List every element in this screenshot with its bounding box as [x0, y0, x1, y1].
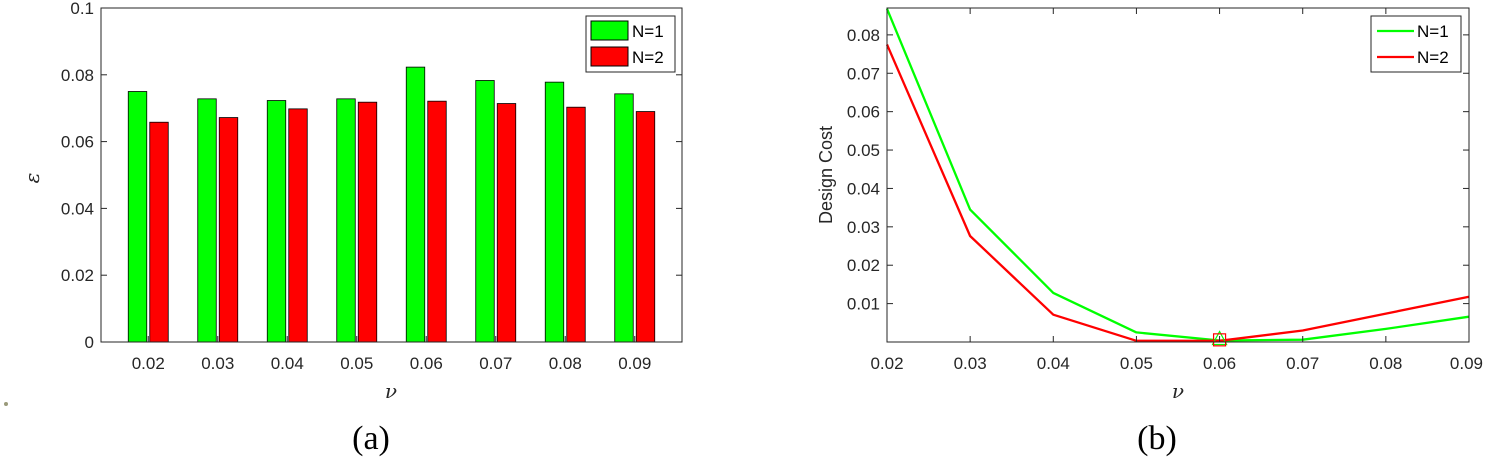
- x-tick-label-a-0.05: 0.05: [340, 354, 373, 373]
- panel-b-line-chart: 0.010.020.030.040.050.060.070.08 0.02 0.0…: [816, 7, 1483, 457]
- x-tick-label-b-0.06: 0.06: [1203, 354, 1236, 373]
- axes-box-b: [886, 7, 1470, 343]
- y-tick-label-a-0.1: 0.1: [70, 0, 94, 18]
- bar-n2-0.04: [288, 108, 308, 343]
- axes-a: [100, 7, 683, 343]
- bar-group: [127, 66, 656, 343]
- y-tick-label-a-0.08: 0.08: [61, 66, 94, 85]
- bar-n1-0.09: [614, 93, 634, 343]
- y-tick-label-b-0.06: 0.06: [847, 103, 880, 122]
- bar-n1-0.06: [405, 66, 426, 343]
- x-tick-label-a-0.07: 0.07: [479, 354, 512, 373]
- bar-n2-0.07: [496, 103, 517, 343]
- y-tick-label-b-0.02: 0.02: [847, 256, 880, 275]
- bar-n2-0.06: [427, 100, 447, 343]
- y-tick-label-a-0.02: 0.02: [61, 266, 94, 285]
- x-axis-label-a: ν: [385, 379, 397, 403]
- line-group: [885, 8, 1470, 347]
- legend-label-n1-b: N=1: [1417, 22, 1449, 41]
- bar-n2-0.05: [357, 101, 378, 343]
- bar-n1-0.02: [127, 91, 148, 343]
- legend-label-n2-b: N=2: [1417, 48, 1449, 67]
- legend-swatch-n2-a: [590, 46, 629, 67]
- y-tick-label-b-0.03: 0.03: [847, 218, 880, 237]
- y-tick-label-b-0.04: 0.04: [847, 179, 880, 198]
- x-tick-label-a-0.03: 0.03: [201, 354, 234, 373]
- bar-n2-0.08: [566, 106, 586, 343]
- line-n2: [885, 44, 1470, 342]
- y-tick-label-a-0: 0: [85, 333, 94, 352]
- y-tick-label-b-0.08: 0.08: [847, 26, 880, 45]
- optimum-marker-triangle: [1211, 330, 1228, 346]
- legend-label-n2-a: N=2: [632, 48, 664, 67]
- legend-label-n1-a: N=1: [632, 22, 664, 41]
- x-axis-label-b: ν: [1172, 379, 1184, 403]
- caption-b: (b): [1137, 420, 1177, 457]
- x-tick-labels-a: 0.02 0.03 0.04 0.05 0.06 0.07 0.08 0.09: [132, 354, 652, 373]
- bar-n1-0.03: [197, 98, 217, 343]
- x-tick-label-a-0.02: 0.02: [132, 354, 165, 373]
- x-tick-label-b-0.02: 0.02: [870, 354, 903, 373]
- x-tick-label-b-0.08: 0.08: [1369, 354, 1402, 373]
- x-tick-label-b-0.09: 0.09: [1450, 354, 1483, 373]
- bar-n1-0.04: [266, 100, 287, 343]
- bar-n1-0.07: [475, 80, 495, 343]
- y-tick-label-a-0.06: 0.06: [61, 133, 94, 152]
- legend-box-b: [1370, 15, 1462, 73]
- optimum-marker-square: [1212, 333, 1227, 347]
- y-tick-label-a-0.04: 0.04: [61, 199, 94, 218]
- stray-dot: [4, 402, 8, 406]
- bar-n2-0.03: [218, 117, 239, 343]
- panel-a-bar-chart: 00.020.040.060.080.1 0.02 0.03 0.04 0.05 0.0…: [20, 0, 683, 457]
- caption-a: (a): [352, 420, 390, 457]
- y-tick-labels-b: 0.01 0.02 0.03 0.04 0.05 0.06 0.07 0.08: [847, 26, 880, 314]
- y-tick-label-b-0.07: 0.07: [847, 64, 880, 83]
- axes-b: [886, 7, 1470, 343]
- legend-b: N=1 N=2: [1370, 15, 1462, 73]
- bar-n2-0.02: [149, 121, 169, 343]
- x-tick-labels-b: 0.02 0.03 0.04 0.05 0.06 0.07 0.08 0.09: [870, 354, 1483, 373]
- x-tick-label-b-0.07: 0.07: [1286, 354, 1319, 373]
- x-tick-label-a-0.08: 0.08: [549, 354, 582, 373]
- y-tick-labels-a: 0 0.02 0.04 0.06 0.08 0.1: [61, 0, 94, 352]
- legend-swatch-n1-a: [590, 20, 629, 41]
- x-tick-label-a-0.04: 0.04: [271, 354, 304, 373]
- x-tick-label-b-0.03: 0.03: [954, 354, 987, 373]
- x-tick-label-b-0.04: 0.04: [1037, 354, 1070, 373]
- bar-n2-0.09: [635, 111, 656, 343]
- x-tick-label-a-0.06: 0.06: [410, 354, 443, 373]
- x-tick-label-a-0.09: 0.09: [618, 354, 651, 373]
- bar-n1-0.08: [544, 81, 565, 343]
- y-tick-label-b-0.01: 0.01: [847, 295, 880, 314]
- y-tick-label-b-0.05: 0.05: [847, 141, 880, 160]
- x-tick-label-b-0.05: 0.05: [1120, 354, 1153, 373]
- bar-n1-0.05: [336, 98, 356, 343]
- y-axis-label-a: ε: [20, 173, 44, 184]
- y-axis-label-b: Design Cost: [816, 126, 836, 224]
- line-n1: [885, 8, 1470, 342]
- axes-box-a: [100, 7, 683, 343]
- legend-a: N=1 N=2: [585, 15, 676, 73]
